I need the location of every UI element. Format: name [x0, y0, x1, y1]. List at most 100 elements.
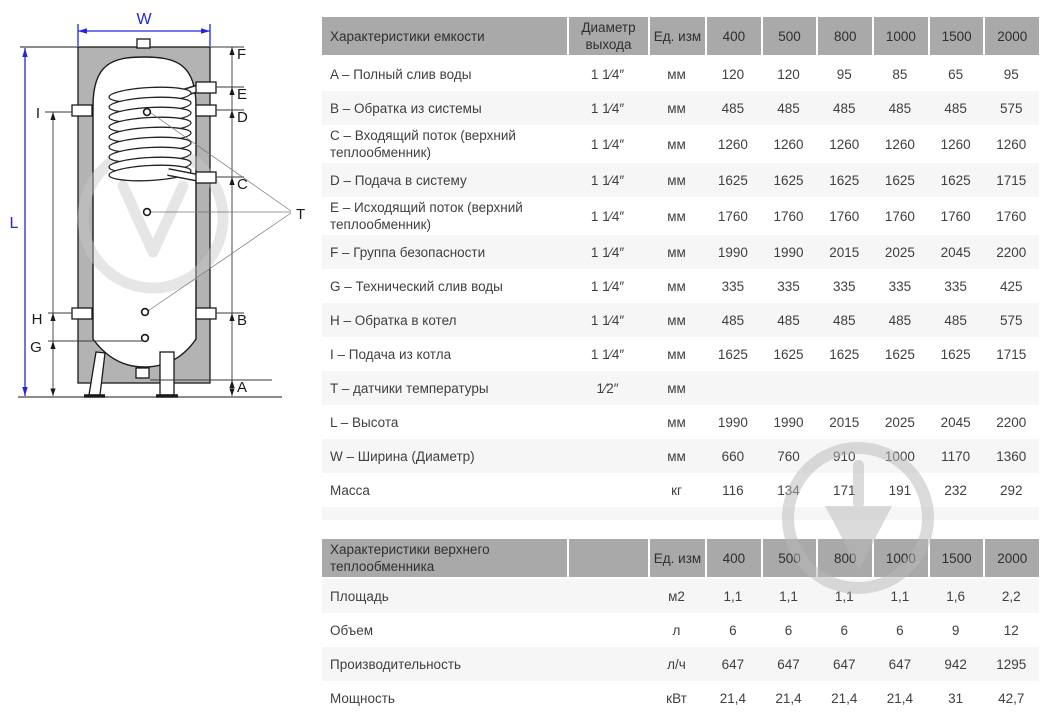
cell-value: 134	[777, 482, 800, 498]
row-unit: мм	[648, 163, 705, 197]
heating-coil	[108, 84, 201, 182]
cell-value: 425	[1000, 278, 1023, 294]
row-label: G – Технический слив воды	[330, 278, 503, 294]
column-header-size: 800	[816, 17, 873, 57]
cell-value: 1990	[760, 235, 817, 269]
cell-value: 6	[896, 622, 904, 638]
dim-label-f: F	[237, 46, 246, 63]
table-row: L – Высота мм 1990 1990 2015 2025 2045 2200	[322, 405, 1039, 439]
cell-value: 95	[836, 66, 852, 82]
cell-value: 232	[944, 482, 967, 498]
row-unit: мм	[648, 439, 705, 473]
row-unit: мм	[667, 414, 686, 430]
table-row: F – Группа безопасности 1 1⁄4″ мм 1990 1990 2…	[322, 235, 1040, 269]
cell-value: 1625	[760, 163, 817, 197]
cell-value: 1260	[884, 136, 915, 152]
table-row: C – Входящий поток (верхний теплообменни…	[322, 125, 1039, 163]
row-unit: мм	[667, 278, 686, 294]
column-header-size: 400	[705, 17, 761, 57]
cell-value: 485	[816, 303, 873, 337]
dim-label-a: A	[237, 379, 247, 396]
table-row: D – Подача в систему 1 1⁄4″ мм 1625 1625 1625…	[322, 163, 1040, 197]
table-row: A – Полный слив воды 1 1⁄4″ мм 120 120 95 85 65…	[322, 57, 1039, 91]
column-header-unit: Ед. изм	[648, 17, 705, 57]
row-label: A – Полный слив воды	[330, 66, 472, 82]
cell-value: 485	[705, 91, 761, 125]
cell-value: 942	[927, 647, 984, 681]
cell-value: 1760	[996, 208, 1027, 224]
cell-value: 485	[705, 303, 761, 337]
cell-value: 1260	[717, 136, 748, 152]
row-diameter: 1 1⁄4″	[567, 91, 648, 125]
cell-value: 85	[892, 66, 908, 82]
cell-value: 12	[1003, 622, 1019, 638]
row-label: F – Группа безопасности	[322, 235, 567, 269]
cell-value: 1,1	[760, 579, 817, 613]
row-label: T – датчики температуры	[322, 371, 567, 405]
dim-right-lines	[150, 46, 272, 396]
dim-label-i: I	[36, 105, 40, 122]
table-row: T – датчики температуры 1⁄2″ мм	[322, 371, 1040, 405]
row-diameter: 1 1⁄4″	[567, 163, 648, 197]
row-diameter: 1⁄2″	[567, 371, 648, 405]
table-row: B – Обратка из системы 1 1⁄4″ мм 485 485 485 4…	[322, 91, 1040, 125]
cell-value: 335	[721, 278, 745, 294]
row-diameter	[567, 647, 648, 681]
cell-value: 2200	[996, 414, 1027, 430]
cell-value: 910	[816, 439, 873, 473]
row-unit: мм	[667, 136, 686, 152]
cell-value: 1760	[717, 208, 748, 224]
row-unit: мм	[667, 346, 686, 362]
dim-label-g: G	[30, 339, 42, 356]
column-header-diameter	[567, 539, 648, 579]
table-row: I – Подача из котла 1 1⁄4″ мм 1625 1625 1625 1…	[322, 337, 1039, 371]
cell-value: 1625	[940, 346, 971, 362]
dim-label-l: L	[10, 215, 19, 232]
cell-value: 2025	[872, 235, 928, 269]
cell-value: 647	[705, 647, 761, 681]
row-unit: кг	[671, 482, 682, 498]
row-label: E – Исходящий поток (верхний теплообменн…	[330, 200, 523, 232]
cell-value: 335	[777, 278, 800, 294]
row-diameter	[567, 473, 648, 507]
cell-value: 2025	[884, 414, 915, 430]
row-diameter	[567, 681, 648, 712]
cell-value: 1295	[983, 647, 1040, 681]
cell-value: 335	[832, 278, 856, 294]
dim-label-e: E	[237, 86, 247, 103]
cell-value	[705, 371, 761, 405]
column-header-diameter: Диаметр выхода	[567, 17, 648, 57]
cell-value: 9	[951, 622, 960, 638]
column-header-size: 1000	[872, 539, 928, 579]
port-d	[195, 104, 217, 117]
port-bottom-a	[135, 367, 150, 379]
cell-value: 485	[927, 91, 984, 125]
row-unit: мм	[667, 208, 686, 224]
cell-value: 1360	[983, 439, 1040, 473]
cell-value	[927, 371, 984, 405]
table-row: E – Исходящий поток (верхний теплообменн…	[322, 197, 1039, 235]
cell-value: 485	[872, 91, 928, 125]
cell-value: 1760	[940, 208, 971, 224]
row-label: H – Обратка в котел	[322, 303, 567, 337]
table-row: W – Ширина (Диаметр) мм 660 760 910 1000 1170 1…	[322, 439, 1040, 473]
row-label: Производительность	[322, 647, 567, 681]
column-header-size: 2000	[983, 17, 1040, 57]
column-header-size: 1000	[872, 17, 928, 57]
cell-value: 1,1	[705, 579, 761, 613]
column-header-size: 400	[705, 539, 761, 579]
cell-value: 1760	[829, 208, 860, 224]
cell-value	[760, 371, 817, 405]
row-unit: мм	[667, 66, 686, 82]
cell-value: 2200	[983, 235, 1040, 269]
row-unit: л/ч	[648, 647, 705, 681]
column-header-unit: Ед. изм	[648, 539, 705, 579]
tank-feet	[84, 351, 178, 398]
row-diameter: 1 1⁄4″	[567, 235, 648, 269]
column-header-size: 800	[816, 539, 873, 579]
row-diameter	[567, 613, 648, 647]
row-diameter: 1 1⁄4″	[590, 66, 625, 82]
cell-value: 21,4	[719, 690, 746, 706]
port-i	[71, 104, 93, 117]
port-c	[195, 171, 217, 184]
